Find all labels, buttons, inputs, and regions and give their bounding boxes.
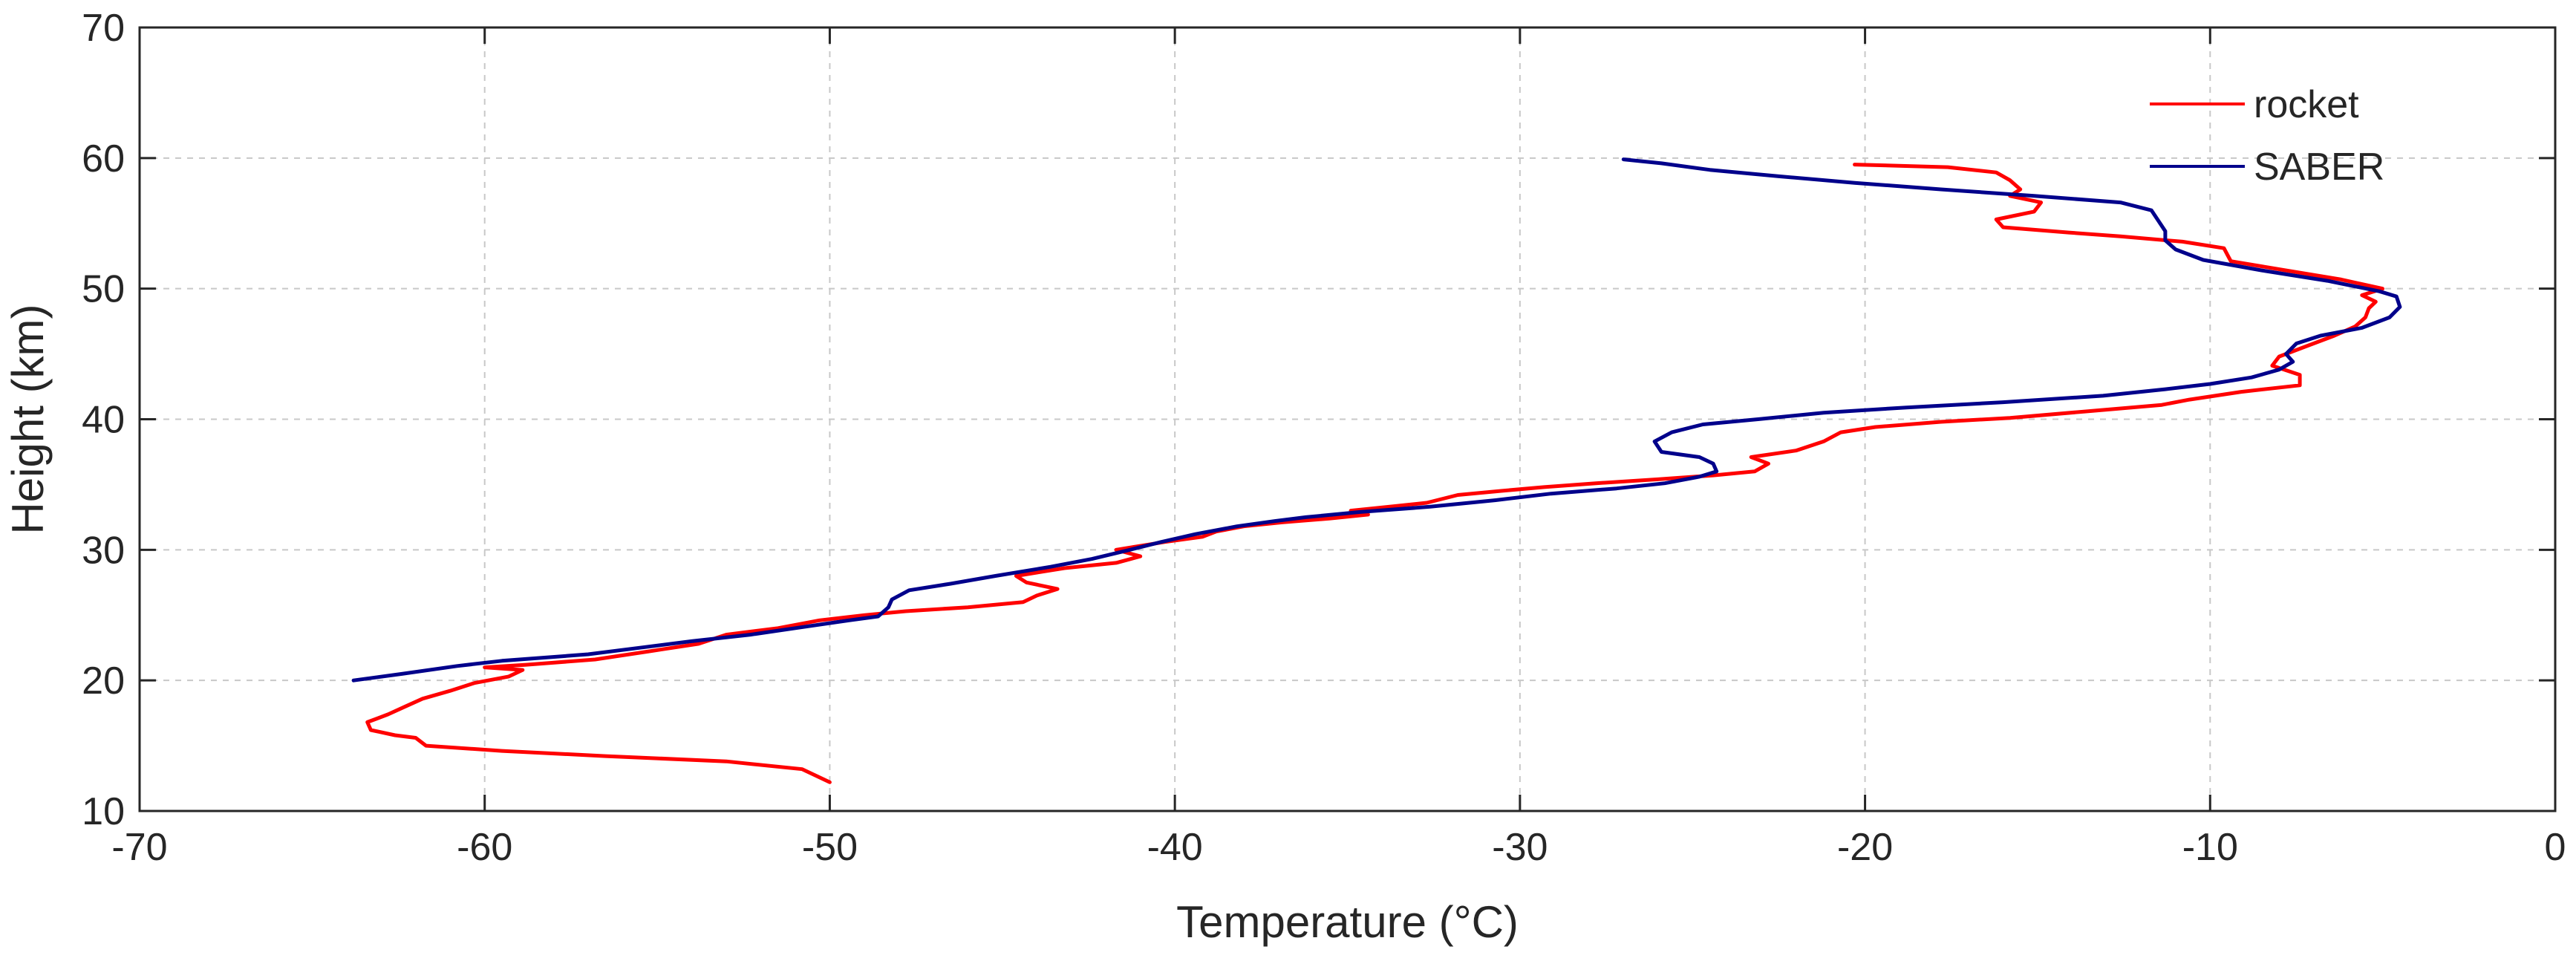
- x-tick-label: -70: [111, 826, 167, 869]
- x-tick-label: -40: [1147, 826, 1203, 869]
- y-tick-label: 20: [82, 659, 125, 703]
- x-tick-label: -30: [1492, 826, 1548, 869]
- legend-label-saber: SABER: [2254, 146, 2384, 189]
- y-tick-label: 10: [82, 790, 125, 833]
- legend-label-rocket: rocket: [2254, 83, 2359, 126]
- x-tick-label: -10: [2182, 826, 2238, 869]
- x-tick-label: -60: [457, 826, 512, 869]
- grid-lines: [140, 27, 2555, 811]
- series-line-saber: [351, 157, 2402, 683]
- axis-ticks: -70 -60 -50 -40 -30 -20 -10 0 10 20 30 40 50 60 70: [82, 7, 2566, 869]
- legend: rocket SABER: [2150, 83, 2384, 189]
- y-tick-label: 30: [82, 529, 125, 572]
- y-tick-label: 50: [82, 268, 125, 311]
- y-tick-label: 40: [82, 399, 125, 442]
- x-tick-label: 0: [2545, 826, 2566, 869]
- series-line-rocket: [365, 163, 2385, 784]
- y-tick-label: 60: [82, 137, 125, 180]
- x-axis-title: Temperature (°C): [1176, 897, 1519, 947]
- y-tick-label: 70: [82, 7, 125, 50]
- x-tick-label: -20: [1837, 826, 1893, 869]
- data-series: [351, 157, 2402, 784]
- x-tick-label: -50: [802, 826, 858, 869]
- y-axis-title: Height (km): [3, 304, 53, 534]
